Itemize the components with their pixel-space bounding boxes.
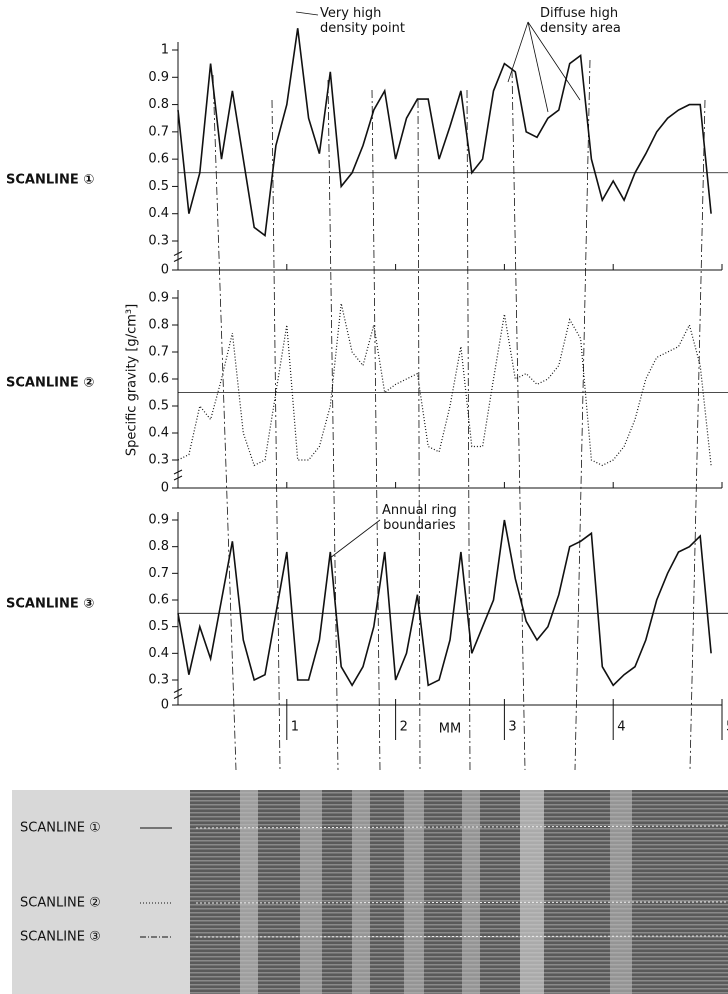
y-tick-label: 0.6 xyxy=(148,593,169,608)
annotation-pointer xyxy=(527,21,549,113)
x-tick-label: 5 xyxy=(726,720,728,735)
y-tick-label: 0.8 xyxy=(148,539,169,554)
scanline-label: SCANLINE ① xyxy=(6,173,94,188)
y-tick-label: 0.4 xyxy=(148,206,169,221)
y-tick-label: 0.6 xyxy=(148,152,169,167)
annotation: Diffuse high density area xyxy=(540,6,621,36)
photo xyxy=(12,790,728,994)
x-tick-label: 2 xyxy=(400,720,408,735)
y-tick-label: 0.4 xyxy=(148,646,169,661)
axis-break xyxy=(173,688,183,699)
y-tick-label: 0.9 xyxy=(148,70,169,85)
photo-label: SCANLINE ① xyxy=(20,821,101,836)
y-tick-label: 0.5 xyxy=(148,179,169,194)
y-tick-label: 0.8 xyxy=(148,318,169,333)
y-tick-label: 1 xyxy=(161,43,169,58)
y-tick-label: 0.5 xyxy=(148,619,169,634)
y-tick-label: 0.3 xyxy=(148,673,169,688)
photo-label: SCANLINE ③ xyxy=(20,930,101,945)
y-tick-label: 0 xyxy=(161,481,169,496)
density-line xyxy=(177,303,712,467)
y-tick-label: 0.9 xyxy=(148,513,169,528)
y-tick-label: 0.6 xyxy=(148,372,169,387)
y-tick-label: 0.3 xyxy=(148,234,169,249)
x-tick-label: 4 xyxy=(617,720,625,735)
axis-break xyxy=(173,251,183,262)
x-tick-label: 1 xyxy=(291,720,299,735)
y-axis-label: Specific gravity [g/cm³] xyxy=(125,304,140,456)
x-tick-label: 3 xyxy=(508,720,516,735)
x-axis-label: MM xyxy=(439,722,461,737)
y-tick-label: 0 xyxy=(161,263,169,278)
scanline-label: SCANLINE ② xyxy=(6,376,94,391)
y-tick-label: 0.4 xyxy=(148,426,169,441)
photo-label: SCANLINE ② xyxy=(20,896,101,911)
density-line xyxy=(177,519,712,687)
ring-boundaries xyxy=(212,59,706,771)
y-tick-label: 0.7 xyxy=(148,345,169,360)
annotation-pointer xyxy=(329,519,381,559)
y-tick-label: 0.5 xyxy=(148,399,169,414)
y-tick-label: 0.9 xyxy=(148,291,169,306)
y-tick-label: 0.8 xyxy=(148,97,169,112)
density-line xyxy=(177,28,712,237)
y-tick-label: 0.7 xyxy=(148,566,169,581)
scanline-label: SCANLINE ③ xyxy=(6,597,94,612)
annotation-pointer xyxy=(507,21,529,83)
y-tick-label: 0 xyxy=(161,698,169,713)
annotation: Annual ring boundaries xyxy=(382,503,457,533)
y-tick-label: 0.7 xyxy=(148,124,169,139)
axis-break xyxy=(173,469,183,481)
annotation: Very high density point xyxy=(320,6,405,36)
annotation-pointer xyxy=(527,21,581,101)
annotation-pointer xyxy=(295,11,319,16)
y-tick-label: 0.3 xyxy=(148,453,169,468)
